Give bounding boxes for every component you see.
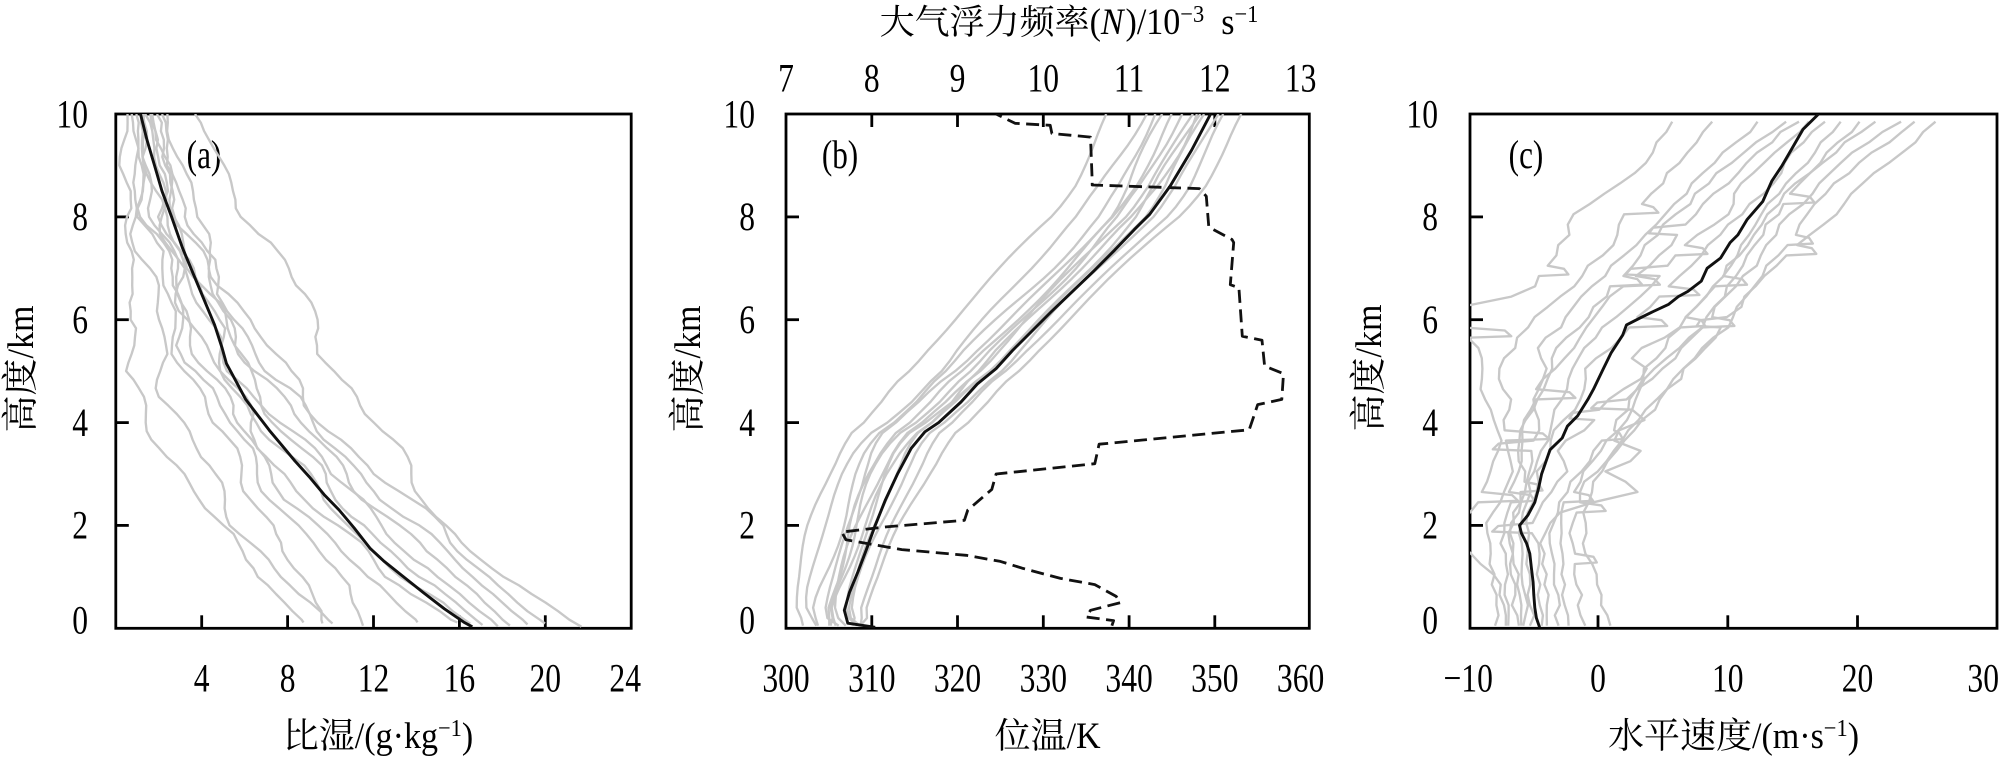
- svg-text:30: 30: [1967, 656, 1999, 701]
- svg-text:6: 6: [739, 297, 755, 342]
- svg-text:13: 13: [1285, 56, 1317, 101]
- svg-text:0: 0: [72, 598, 88, 643]
- svg-text:310: 310: [848, 656, 895, 701]
- svg-text:11: 11: [1114, 56, 1144, 101]
- svg-text:4: 4: [1422, 400, 1438, 445]
- svg-text:(: (: [1090, 1, 1101, 43]
- svg-text:6: 6: [72, 297, 88, 342]
- svg-text:/km: /km: [1348, 304, 1390, 357]
- svg-text:10: 10: [1028, 56, 1060, 101]
- svg-text:−1: −1: [438, 715, 462, 742]
- svg-text:10: 10: [1712, 656, 1744, 701]
- svg-text:7: 7: [778, 56, 794, 101]
- svg-text:12: 12: [358, 656, 390, 701]
- svg-text:s: s: [1204, 1, 1234, 43]
- svg-text:24: 24: [609, 656, 641, 701]
- svg-text:/K: /K: [1067, 715, 1101, 757]
- svg-text:350: 350: [1191, 656, 1238, 701]
- svg-text:6: 6: [1422, 297, 1438, 342]
- svg-text:(b): (b): [822, 132, 858, 177]
- svg-text:10: 10: [723, 92, 755, 137]
- svg-text:4: 4: [72, 400, 88, 445]
- svg-text:8: 8: [280, 656, 296, 701]
- svg-text:4: 4: [194, 656, 210, 701]
- svg-text:12: 12: [1199, 56, 1231, 101]
- svg-text:10: 10: [1406, 92, 1438, 137]
- svg-text:320: 320: [934, 656, 981, 701]
- svg-text:20: 20: [1842, 656, 1874, 701]
- svg-text:20: 20: [530, 656, 562, 701]
- svg-text:/km: /km: [667, 305, 709, 358]
- svg-text:330: 330: [1020, 656, 1067, 701]
- svg-text:−3: −3: [1180, 1, 1204, 28]
- svg-text:2: 2: [72, 503, 88, 548]
- svg-text:): ): [1848, 715, 1859, 757]
- svg-text:−10: −10: [1444, 656, 1493, 701]
- svg-text:2: 2: [1422, 503, 1438, 548]
- svg-text:−1: −1: [1824, 715, 1848, 742]
- svg-text:/(g·kg: /(g·kg: [355, 715, 438, 757]
- svg-text:4: 4: [739, 400, 755, 445]
- svg-text:8: 8: [1422, 195, 1438, 240]
- svg-text:): ): [462, 715, 473, 757]
- svg-text:9: 9: [950, 56, 966, 101]
- svg-text:8: 8: [864, 56, 880, 101]
- svg-text:360: 360: [1277, 656, 1324, 701]
- svg-text:(c): (c): [1509, 132, 1544, 177]
- svg-text:/km: /km: [0, 305, 41, 358]
- svg-text:/(m·s: /(m·s: [1752, 715, 1824, 757]
- svg-text:N: N: [1100, 1, 1126, 43]
- svg-text:0: 0: [1422, 598, 1438, 643]
- svg-text:−1: −1: [1235, 1, 1259, 28]
- svg-text:300: 300: [762, 656, 809, 701]
- svg-text:10: 10: [56, 92, 88, 137]
- svg-text:8: 8: [739, 195, 755, 240]
- svg-text:2: 2: [739, 503, 755, 548]
- svg-text:(a): (a): [187, 132, 222, 177]
- svg-text:0: 0: [1590, 656, 1606, 701]
- svg-text:0: 0: [739, 598, 755, 643]
- svg-text:8: 8: [72, 195, 88, 240]
- svg-text:340: 340: [1105, 656, 1152, 701]
- svg-text:16: 16: [444, 656, 476, 701]
- svg-text:)/10: )/10: [1126, 1, 1181, 43]
